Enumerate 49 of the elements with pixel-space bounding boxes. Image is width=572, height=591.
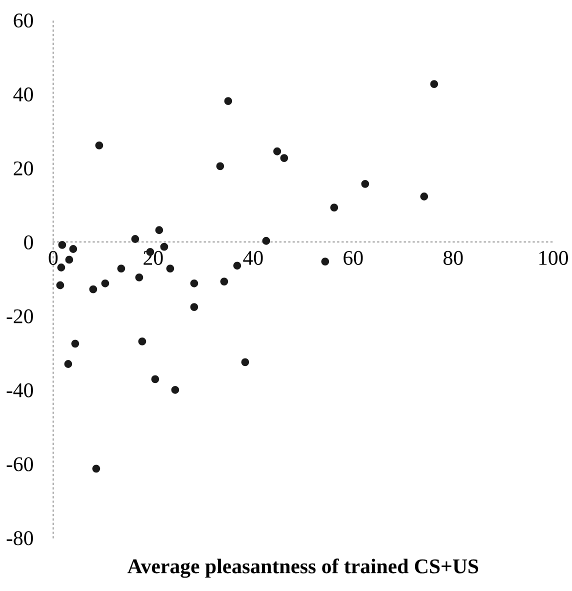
- point: [224, 97, 232, 106]
- point: [220, 278, 228, 286]
- point: [160, 242, 168, 251]
- point: [64, 360, 72, 368]
- point: [89, 285, 98, 294]
- point: [273, 147, 282, 156]
- point: [92, 464, 100, 473]
- point: [166, 264, 174, 273]
- point: [190, 279, 198, 288]
- y-tick-label: -60: [6, 457, 33, 472]
- x-tick-label: 40: [243, 250, 263, 265]
- point: [155, 226, 164, 234]
- point: [65, 256, 74, 264]
- point: [71, 340, 80, 348]
- point: [430, 80, 438, 88]
- point: [69, 245, 78, 253]
- y-tick-label: 0: [24, 235, 33, 250]
- point: [190, 303, 198, 312]
- x-tick-label: 0: [48, 250, 58, 265]
- y-tick-label: 60: [14, 13, 33, 28]
- x-tick-label: 80: [444, 250, 463, 265]
- y-tick-label: -20: [6, 309, 33, 324]
- point: [131, 235, 140, 243]
- point: [58, 240, 66, 249]
- point: [138, 337, 146, 346]
- y-tick-label: -80: [6, 531, 33, 546]
- point: [56, 281, 64, 290]
- point: [233, 262, 242, 270]
- point: [241, 358, 250, 366]
- point: [321, 258, 330, 266]
- point: [95, 142, 104, 150]
- point: [216, 162, 224, 170]
- y-tick-label: 20: [14, 161, 33, 176]
- point: [57, 264, 66, 272]
- point: [151, 375, 160, 384]
- point: [101, 279, 110, 288]
- point: [171, 386, 180, 394]
- point: [280, 154, 288, 162]
- x-tick-label: 100: [539, 250, 568, 265]
- point: [262, 236, 270, 245]
- y-tick-label: 40: [13, 87, 33, 102]
- y-tick-label: -40: [6, 383, 33, 398]
- x-tick-label: 60: [344, 250, 363, 265]
- x-axis-title: Average pleasantness of trained CS+US: [127, 558, 478, 578]
- point: [420, 192, 428, 200]
- point: [330, 204, 338, 212]
- point: [117, 264, 126, 273]
- point: [361, 180, 370, 188]
- point: [135, 274, 144, 282]
